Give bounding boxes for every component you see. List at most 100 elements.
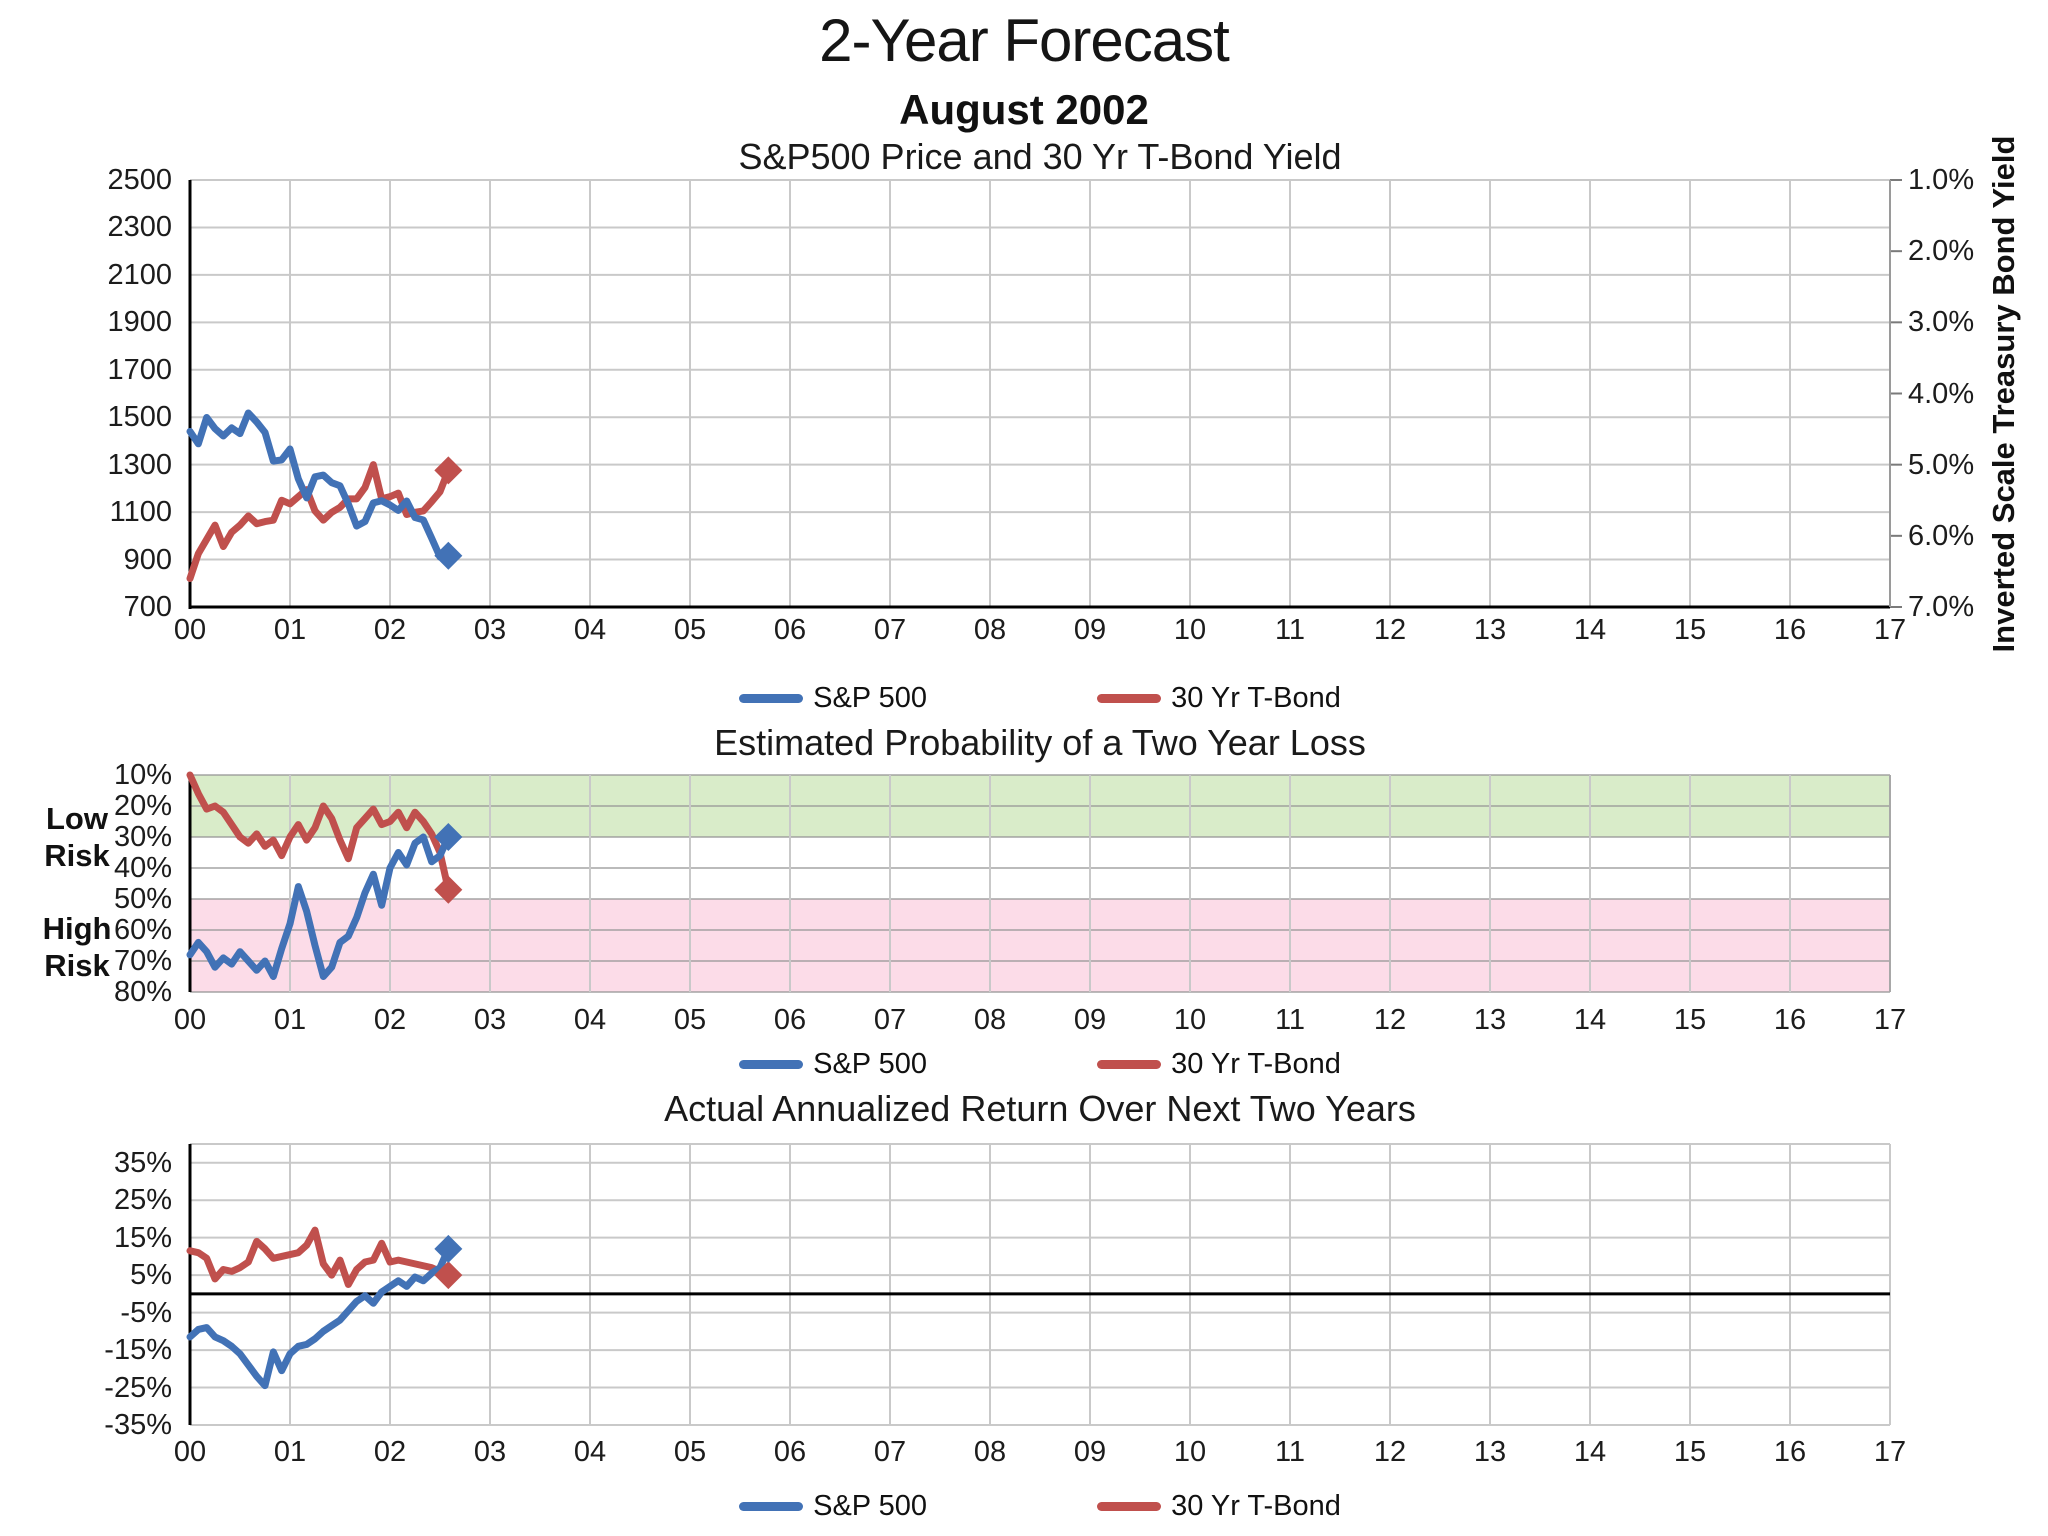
chart1-x-tick-label: 16: [1773, 614, 1807, 646]
chart2-left-tick-label: 60%: [113, 914, 172, 946]
chart3-left-tick-label: -25%: [104, 1371, 172, 1404]
chart3-x-tick-label: 06: [773, 1436, 807, 1468]
chart1-right-tick-label: 7.0%: [1908, 591, 1975, 623]
chart1-left-tick-label: 1500: [107, 401, 172, 434]
chart3-left-tick-label: -5%: [120, 1296, 172, 1329]
chart1-x-tick-label: 09: [1073, 614, 1107, 646]
tbond-line-swatch-icon: [1097, 1059, 1162, 1069]
chart3-x-tick-label: 15: [1673, 1436, 1707, 1468]
chart2-x-tick-label: 05: [673, 1004, 707, 1036]
legend-label-tbond: 30 Yr T-Bond: [1171, 1047, 1341, 1080]
chart3-x-tick-label: 01: [273, 1436, 307, 1468]
chart2-x-tick-label: 12: [1373, 1004, 1407, 1036]
legend-item-tbond: 30 Yr T-Bond: [1097, 1490, 1341, 1523]
sp500-price-line: [186, 409, 452, 561]
chart2-x-tick-label: 15: [1673, 1004, 1707, 1036]
chart3-x-tick-label: 07: [873, 1436, 907, 1468]
chart2-x-tick-label: 11: [1274, 1004, 1306, 1036]
chart1-right-tick-label: 5.0%: [1908, 448, 1975, 481]
chart1-x-tick-label: 11: [1274, 614, 1306, 646]
chart1-right-tick-label: 3.0%: [1908, 306, 1975, 339]
tbond-return-line: [186, 1226, 452, 1288]
chart3-x-tick-label: 16: [1773, 1436, 1807, 1468]
chart2-legend: S&P 500 30 Yr T-Bond: [190, 1046, 1890, 1082]
sp500-end-diamond-marker: [434, 541, 463, 570]
sp500-probability-line: [186, 833, 452, 980]
chart3-legend: S&P 500 30 Yr T-Bond: [190, 1488, 1890, 1524]
chart3-x-tick-label: 03: [473, 1436, 507, 1468]
chart1-x-tick-label: 15: [1673, 614, 1707, 646]
tbond-line-swatch-icon: [1097, 693, 1162, 703]
chart1-right-tick-label: 1.0%: [1908, 164, 1975, 196]
chart2-x-tick-label: 06: [773, 1004, 807, 1036]
chart3-x-tick-label: 13: [1473, 1436, 1507, 1468]
chart1-x-tick-label: 12: [1373, 614, 1407, 646]
chart3-x-tick-label: 17: [1873, 1436, 1907, 1468]
chart3-x-tick-label: 04: [573, 1436, 607, 1468]
chart3-x-tick-label: 14: [1573, 1436, 1607, 1468]
chart1-x-tick-label: 13: [1473, 614, 1507, 646]
chart3-left-tick-label: 5%: [130, 1259, 172, 1292]
chart3-left-tick-label: -15%: [104, 1334, 172, 1367]
chart1-x-tick-label: 05: [673, 614, 707, 646]
chart2-x-tick-label: 00: [173, 1004, 207, 1036]
tbond-end-diamond-marker: [434, 1261, 463, 1290]
chart2-x-tick-label: 17: [1873, 1004, 1907, 1036]
chart3-title: Actual Annualized Return Over Next Two Y…: [664, 1088, 1416, 1129]
legend-item-tbond: 30 Yr T-Bond: [1097, 682, 1341, 715]
chart3-x-tick-label: 10: [1173, 1436, 1207, 1468]
chart1-left-tick-label: 1100: [109, 496, 172, 529]
chart1-left-tick-label: 2300: [107, 211, 172, 244]
page-title: 2-Year Forecast: [819, 7, 1230, 74]
chart2-x-tick-label: 01: [273, 1004, 307, 1036]
chart1-left-tick-label: 1900: [107, 306, 172, 339]
chart1-x-tick-label: 10: [1173, 614, 1207, 646]
chart1-x-tick-label: 02: [373, 614, 407, 646]
chart2-left-tick-label: 50%: [113, 883, 172, 915]
chart1-x-tick-label: 08: [973, 614, 1007, 646]
chart2-x-tick-label: 07: [873, 1004, 907, 1036]
right-axis-title: Inverted Scale Treasury Bond Yield: [1986, 135, 2021, 653]
legend-label-sp500: S&P 500: [813, 681, 928, 714]
chart2-x-tick-label: 04: [573, 1004, 607, 1036]
chart3-x-tick-label: 02: [373, 1436, 407, 1468]
chart2-x-tick-label: 08: [973, 1004, 1007, 1036]
tbond-yield-line: [186, 461, 452, 583]
chart2-left-tick-label: 70%: [113, 945, 172, 977]
chart3-x-tick-label: 09: [1073, 1436, 1107, 1468]
chart1-left-tick-label: 2500: [107, 164, 172, 196]
high-risk-band: [190, 899, 1890, 992]
legend-item-sp500: S&P 500: [739, 1490, 927, 1523]
chart1-legend: S&P 500 30 Yr T-Bond: [190, 680, 1890, 716]
chart1-x-tick-label: 06: [773, 614, 807, 646]
legend-item-tbond: 30 Yr T-Bond: [1097, 1048, 1341, 1081]
chart2-x-tick-label: 09: [1073, 1004, 1107, 1036]
high-risk-label: High Risk: [42, 911, 112, 983]
sp500-line-swatch-icon: [739, 693, 804, 703]
chart2-x-tick-label: 14: [1573, 1004, 1607, 1036]
legend-item-sp500: S&P 500: [739, 682, 927, 715]
low-risk-label: Low Risk: [44, 801, 110, 873]
sp500-line-swatch-icon: [739, 1501, 804, 1511]
sp500-line-swatch-icon: [739, 1059, 804, 1069]
tbond-end-diamond-marker: [434, 456, 463, 485]
legend-label-sp500: S&P 500: [813, 1489, 928, 1522]
chart2-x-tick-label: 13: [1473, 1004, 1507, 1036]
chart1-x-tick-label: 01: [273, 614, 307, 646]
chart1-right-tick-label: 4.0%: [1908, 377, 1975, 410]
chart3-x-tick-label: 00: [173, 1436, 207, 1468]
chart2-left-tick-label: 80%: [113, 976, 172, 1008]
sp500-end-diamond-marker: [434, 1234, 463, 1263]
chart2-left-tick-label: 20%: [113, 790, 172, 822]
legend-item-sp500: S&P 500: [739, 1048, 927, 1081]
chart2-left-tick-label: 40%: [113, 852, 172, 884]
chart3-left-tick-label: -35%: [104, 1409, 172, 1441]
chart1-title: S&P500 Price and 30 Yr T-Bond Yield: [738, 136, 1342, 177]
chart2-left-tick-label: 30%: [113, 821, 172, 853]
chart1-x-tick-label: 14: [1573, 614, 1607, 646]
chart3-left-tick-label: 25%: [113, 1184, 172, 1217]
tbond-probability-line: [186, 771, 452, 894]
chart3-x-tick-label: 08: [973, 1436, 1007, 1468]
